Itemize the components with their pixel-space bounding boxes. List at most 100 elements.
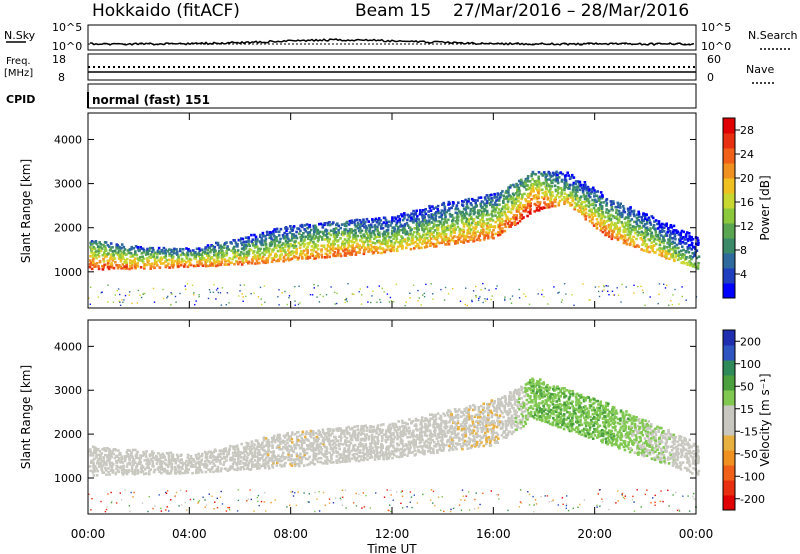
scatter-cell	[322, 436, 325, 440]
scatter-cell	[556, 179, 560, 183]
scatter-cell	[287, 444, 291, 448]
scatter-cell	[682, 230, 685, 234]
scatter-cell	[280, 459, 284, 462]
noise-cell	[284, 290, 286, 293]
scatter-cell	[448, 415, 451, 419]
scatter-cell	[282, 455, 285, 459]
scatter-cell	[383, 233, 387, 236]
scatter-cell	[158, 470, 161, 473]
scatter-cell	[88, 265, 92, 269]
scatter-cell	[520, 197, 523, 201]
scatter-cell	[117, 247, 120, 250]
scatter-cell	[397, 215, 401, 218]
scatter-cell	[373, 233, 376, 237]
scatter-cell	[347, 425, 350, 429]
noise-cell	[277, 296, 279, 298]
scatter-cell	[317, 238, 320, 241]
scatter-cell	[545, 192, 548, 196]
scatter-cell	[356, 242, 359, 246]
scatter-cell	[502, 194, 506, 198]
scatter-cell	[220, 260, 224, 264]
scatter-cell	[389, 432, 393, 436]
scatter-cell	[358, 225, 362, 228]
scatter-cell	[679, 257, 683, 260]
scatter-cell	[674, 251, 677, 254]
scatter-cell	[296, 437, 299, 440]
scatter-cell	[172, 459, 176, 463]
scatter-cell	[536, 188, 539, 192]
scatter-cell	[425, 434, 429, 438]
scatter-cell	[235, 444, 239, 448]
scatter-cell	[225, 455, 229, 459]
scatter-cell	[478, 214, 481, 217]
scatter-cell	[622, 230, 625, 234]
scatter-cell	[441, 441, 444, 445]
scatter-cell	[411, 441, 415, 444]
scatter-cell	[390, 242, 393, 245]
scatter-cell	[283, 235, 287, 238]
scatter-cell	[481, 200, 485, 204]
scatter-cell	[362, 218, 365, 221]
scatter-cell	[677, 252, 680, 256]
scatter-cell	[481, 217, 484, 221]
scatter-cell	[425, 236, 429, 240]
scatter-cell	[312, 233, 316, 236]
scatter-cell	[278, 244, 281, 248]
scatter-cell	[362, 429, 365, 432]
scatter-cell	[445, 243, 448, 246]
scatter-cell	[431, 217, 435, 220]
scatter-cell	[411, 239, 414, 242]
scatter-cell	[367, 220, 370, 223]
scatter-cell	[435, 224, 438, 227]
scatter-cell	[101, 253, 105, 257]
scatter-cell	[668, 239, 671, 243]
scatter-cell	[355, 245, 358, 248]
scatter-cell	[389, 452, 393, 456]
scatter-cell	[107, 470, 110, 474]
scatter-cell	[448, 228, 452, 232]
scatter-cell	[297, 256, 300, 260]
scatter-cell	[200, 458, 204, 461]
scatter-cell	[597, 214, 601, 218]
scatter-cell	[376, 218, 380, 222]
scatter-cell	[482, 406, 486, 409]
scatter-cell	[520, 207, 524, 210]
noise-cell	[241, 293, 243, 295]
scatter-cell	[310, 245, 314, 248]
scatter-cell	[618, 212, 622, 215]
scatter-cell	[270, 463, 274, 467]
scatter-cell	[275, 230, 278, 233]
scatter-cell	[531, 186, 535, 189]
scatter-cell	[376, 239, 379, 243]
scatter-cell	[387, 448, 390, 451]
scatter-cell	[172, 249, 176, 253]
scatter-cell	[445, 221, 449, 224]
scatter-cell	[468, 223, 472, 227]
scatter-cell	[649, 232, 653, 236]
scatter-cell	[264, 237, 268, 241]
scatter-cell	[475, 443, 479, 446]
noise-cell	[361, 294, 363, 296]
scatter-cell	[309, 432, 312, 435]
noise-cell	[278, 289, 280, 291]
scatter-cell	[594, 204, 597, 207]
scatter-cell	[229, 456, 232, 460]
scatter-cell	[595, 200, 598, 203]
scatter-cell	[334, 247, 338, 251]
scatter-cell	[435, 211, 438, 214]
noise-cell	[425, 283, 427, 286]
scatter-cell	[609, 200, 613, 203]
scatter-cell	[403, 214, 406, 217]
scatter-cell	[570, 193, 573, 197]
scatter-cell	[316, 460, 320, 464]
scatter-cell	[247, 243, 250, 246]
scatter-cell	[355, 251, 358, 254]
scatter-cell	[490, 431, 494, 434]
scatter-cell	[124, 259, 127, 262]
scatter-cell	[479, 209, 482, 212]
scatter-cell	[456, 235, 459, 239]
scatter-cell	[253, 233, 256, 237]
scatter-cell	[339, 246, 343, 249]
scatter-cell	[289, 435, 292, 438]
scatter-cell	[437, 231, 441, 235]
